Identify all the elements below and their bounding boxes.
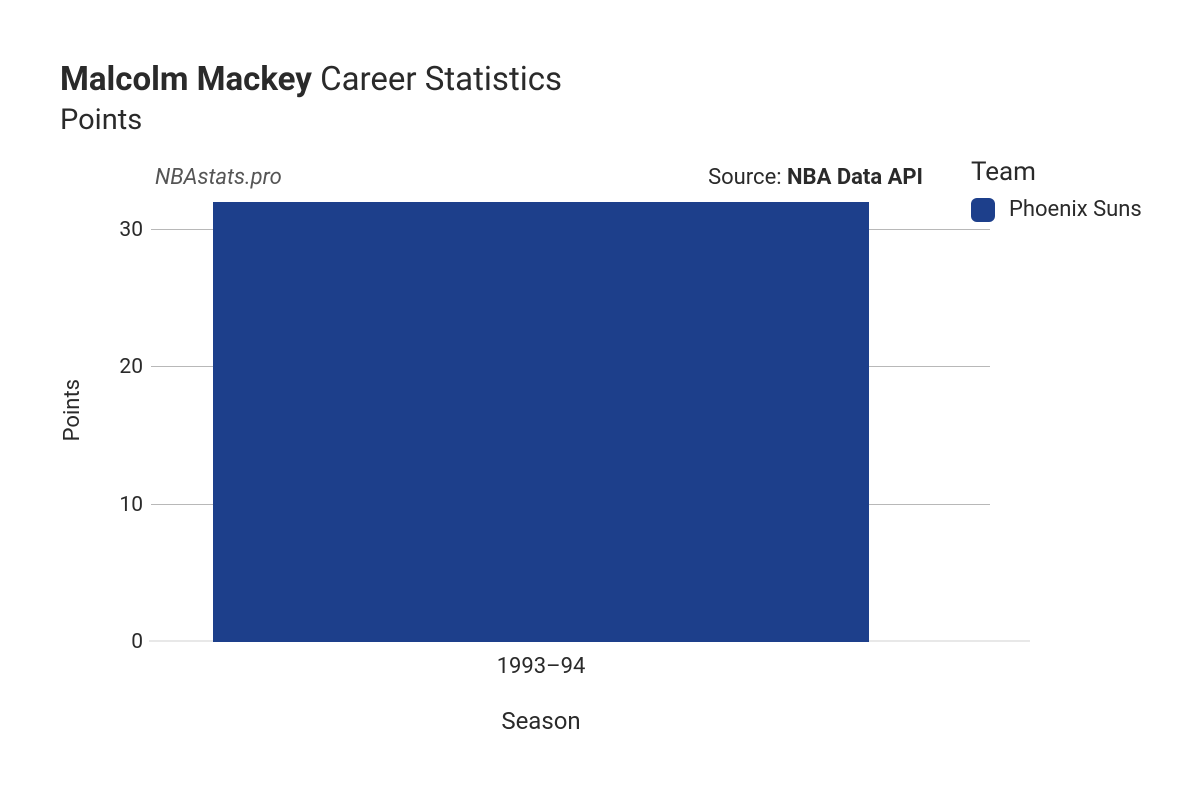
y-tick-label: 0: [131, 630, 143, 654]
y-tick-label: 10: [119, 493, 143, 517]
chart-subtitle: Points: [60, 103, 1160, 137]
chart-wrap: Points NBAstats.pro Source: NBA Data API…: [60, 165, 1160, 735]
plot-column: NBAstats.pro Source: NBA Data API 0 10 20 3…: [95, 165, 931, 735]
source-label: Source: NBA Data API: [708, 165, 923, 190]
source-prefix: Source:: [708, 165, 787, 190]
legend-item: Phoenix Suns: [971, 197, 1142, 222]
x-tick-label: 1993–94: [497, 654, 586, 679]
top-labels: NBAstats.pro Source: NBA Data API: [95, 165, 931, 202]
title-block: Malcolm Mackey Career Statistics Points: [60, 60, 1160, 137]
y-tick-label: 20: [119, 355, 143, 379]
bar: [213, 202, 868, 642]
source-name: NBA Data API: [787, 165, 923, 190]
y-tick-label: 30: [119, 218, 143, 242]
y-axis-ticks: 0102030: [95, 202, 151, 642]
legend-label: Phoenix Suns: [1009, 197, 1142, 222]
graph-area: [151, 202, 931, 642]
player-name: Malcolm Mackey: [60, 60, 312, 99]
legend-title: Team: [971, 157, 1142, 187]
chart-container: Malcolm Mackey Career Statistics Points …: [0, 0, 1200, 775]
legend: Team Phoenix Suns: [971, 157, 1142, 735]
y-axis-title: Points: [60, 379, 85, 441]
legend-swatch: [971, 198, 995, 222]
x-axis-ticks: 1993–94: [151, 642, 931, 679]
title-rest: Career Statistics: [320, 60, 562, 99]
plot-area: 0102030: [95, 202, 931, 642]
brand-label: NBAstats.pro: [155, 165, 282, 190]
legend-items: Phoenix Suns: [971, 197, 1142, 222]
x-axis-title: Season: [151, 679, 931, 735]
chart-title: Malcolm Mackey Career Statistics: [60, 60, 1160, 99]
